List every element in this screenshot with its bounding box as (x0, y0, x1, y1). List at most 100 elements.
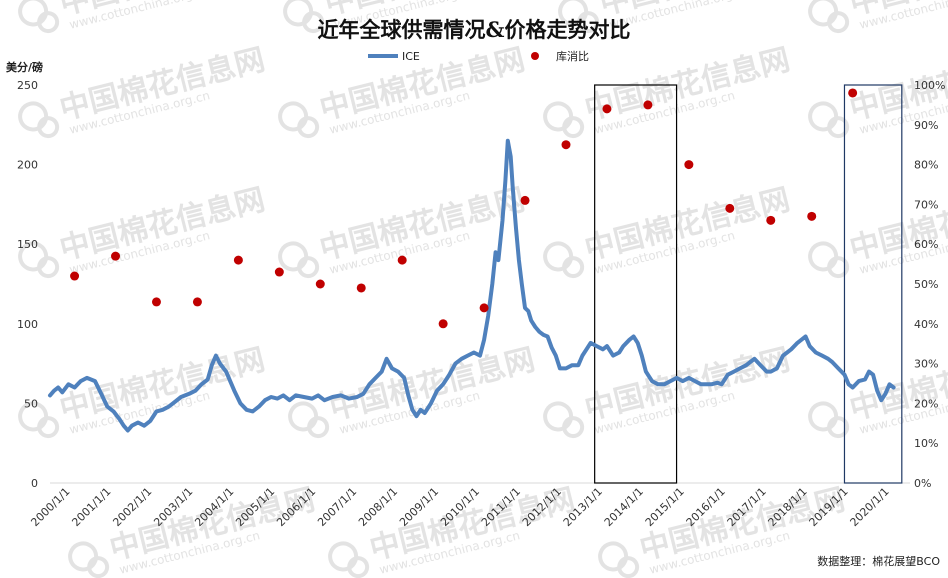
ratio-point (602, 104, 612, 114)
watermark-logo-icon (598, 541, 629, 572)
y-right-tick-label: 40% (914, 318, 938, 331)
watermark-logo-icon (37, 416, 60, 439)
watermark-logo-icon (68, 541, 99, 572)
ratio-series (70, 88, 858, 329)
y-axis-left: 0 50 100 150 200 250 (17, 79, 38, 490)
y-left-tick-label: 50 (24, 397, 38, 410)
y-axis-unit-label: 美分/磅 (6, 60, 43, 74)
watermark-logo-icon (37, 256, 60, 279)
watermark-logo-icon (278, 101, 309, 132)
highlight-box (843, 84, 903, 484)
ratio-point (479, 303, 489, 313)
y-right-tick-label: 70% (914, 198, 938, 211)
x-tick-label: 2001/1/1 (69, 485, 113, 529)
x-tick-label: 2000/1/1 (28, 485, 72, 529)
ratio-point (70, 271, 80, 281)
ice-series (48, 138, 896, 433)
ratio-point (561, 140, 571, 150)
ratio-point (684, 160, 694, 170)
y-right-tick-label: 50% (914, 278, 938, 291)
watermark-text: 中国棉花信息网 (316, 42, 528, 127)
y-right-tick-label: 30% (914, 358, 938, 371)
source-note: 数据整理：棉花展望BCO (817, 554, 940, 568)
x-tick-label: 2014/1/1 (602, 485, 646, 529)
watermark-text: 中国棉花信息网 (581, 182, 793, 267)
watermark-logo-icon (827, 256, 850, 279)
watermark-text: 中国棉花信息网 (56, 182, 268, 267)
ratio-point (643, 100, 653, 110)
watermark-logo-icon (808, 241, 839, 272)
y-right-tick-label: 80% (914, 159, 938, 172)
y-left-tick-label: 200 (17, 159, 38, 172)
legend-ice-label: ICE (402, 50, 420, 63)
ratio-point (274, 267, 284, 277)
watermark-logo-icon (278, 241, 309, 272)
y-right-tick-label: 100% (914, 79, 945, 92)
watermark-logo-icon (18, 0, 49, 27)
watermark-text: 中国棉花信息网 (326, 342, 538, 427)
ratio-point (438, 319, 448, 329)
watermark-logo-icon (37, 116, 60, 139)
ratio-point (766, 215, 776, 225)
watermark-logo-icon (18, 401, 49, 432)
watermark-logo-icon (18, 241, 49, 272)
chart-title: 近年全球供需情况&价格走势对比 (318, 17, 631, 42)
ratio-point (315, 279, 325, 289)
watermark-logo-icon (558, 0, 589, 27)
ratio-point (848, 88, 858, 98)
watermark-logo-icon (617, 556, 640, 578)
highlight-boxes (594, 84, 903, 484)
watermark-logo-icon (577, 11, 600, 34)
x-tick-label: 2008/1/1 (356, 485, 400, 529)
y-left-tick-label: 0 (31, 477, 38, 490)
watermark-logo-icon (297, 116, 320, 139)
watermark-logo-icon (827, 416, 850, 439)
watermark-logo-icon (543, 241, 574, 272)
legend: ICE 库消比 (368, 49, 589, 63)
watermark-logo-icon (302, 11, 325, 34)
y-right-tick-label: 0% (914, 477, 931, 490)
ratio-point (725, 203, 735, 213)
y-right-tick-label: 60% (914, 238, 938, 251)
ratio-point (807, 211, 817, 221)
watermark-logo-icon (37, 11, 60, 34)
ratio-point (397, 255, 407, 265)
ratio-point (151, 297, 161, 307)
ice-line (48, 138, 896, 433)
y-right-tick-label: 20% (914, 397, 938, 410)
watermark-logo-icon (297, 256, 320, 279)
watermark-logo-icon (562, 256, 585, 279)
x-tick-label: 2020/1/1 (848, 485, 892, 529)
y-axis-right: 0% 10% 20% 30% 40% 50% 60% 70% 80% 90% 100% (914, 79, 945, 490)
y-left-tick-label: 150 (17, 238, 38, 251)
ratio-point (111, 251, 121, 261)
watermark-logo-icon (543, 401, 574, 432)
watermark-logo-icon (827, 116, 850, 139)
legend-ratio-label: 库消比 (556, 49, 589, 63)
watermark-logo-icon (808, 101, 839, 132)
watermark-logo-icon (808, 0, 839, 27)
y-left-tick-label: 100 (17, 318, 38, 331)
legend-ratio-swatch (531, 52, 539, 60)
watermark-logo-icon (288, 401, 319, 432)
watermark-logo-icon (808, 401, 839, 432)
watermark-logo-icon (562, 416, 585, 439)
watermark-logo-icon (543, 101, 574, 132)
y-right-tick-label: 10% (914, 437, 938, 450)
highlight-box (594, 84, 678, 484)
watermark-logo-icon (87, 556, 110, 578)
watermark-text: 中国棉花信息网 (56, 342, 268, 427)
watermark-logo-icon (328, 541, 359, 572)
ratio-point (520, 195, 530, 205)
ratio-point (233, 255, 243, 265)
watermark-logo-icon (562, 116, 585, 139)
y-left-tick-label: 250 (17, 79, 38, 92)
watermark-logo-icon (18, 101, 49, 132)
